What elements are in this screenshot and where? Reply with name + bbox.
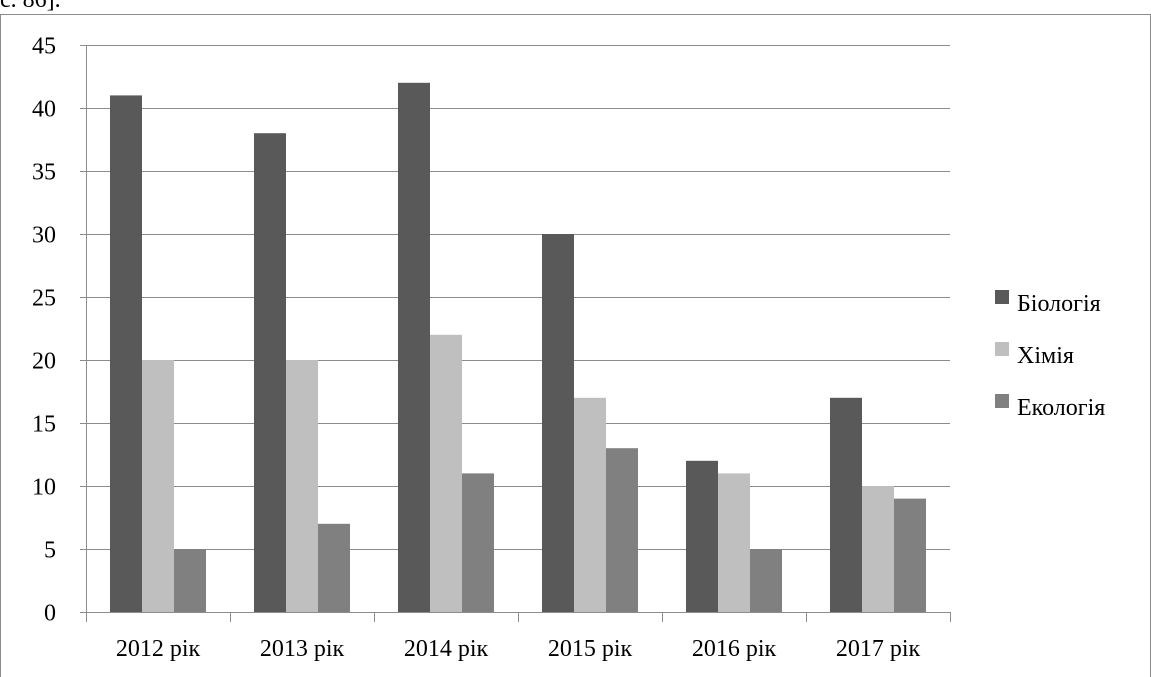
y-tick-label: 10 (32, 475, 56, 501)
bar-Екологія-2016 рік (750, 549, 782, 612)
y-tick-labels: 0 5 10 15 20 25 30 35 40 45 (32, 34, 56, 627)
gridlines (86, 45, 950, 550)
axes (80, 45, 951, 622)
bar-Екологія-2014 рік (462, 473, 494, 612)
legend-label: Екологія (1017, 395, 1105, 421)
y-tick-label: 15 (32, 412, 56, 438)
y-tick-label: 35 (32, 160, 56, 186)
bar-Екологія-2017 рік (894, 498, 926, 612)
x-tick-label: 2012 рік (116, 636, 201, 662)
x-tick-labels: 2012 рік 2013 рік 2014 рік 2015 рік 2016 рік… (116, 636, 921, 662)
bar-Біологія-2015 рік (542, 234, 574, 612)
y-tick-label: 25 (32, 286, 56, 312)
x-tick-label: 2017 рік (836, 636, 921, 662)
bar-Біологія-2013 рік (254, 133, 286, 612)
bar-Хімія-2015 рік (574, 397, 606, 612)
x-tick-label: 2013 рік (260, 636, 345, 662)
legend: Біологія Хімія Екологія (995, 290, 1105, 421)
x-tick-label: 2015 рік (548, 636, 633, 662)
legend-swatch (995, 394, 1009, 408)
bar-Хімія-2017 рік (862, 486, 894, 612)
y-tick-label: 0 (44, 601, 56, 627)
bar-Хімія-2014 рік (430, 334, 462, 612)
bar-Хімія-2013 рік (286, 360, 318, 612)
legend-label: Біологія (1017, 291, 1101, 317)
page-top-text: с. 86]. (0, 0, 61, 13)
legend-swatch (995, 290, 1009, 304)
chart-frame-left-border (0, 14, 1, 677)
bar-Біологія-2017 рік (830, 397, 862, 612)
y-tick-label: 5 (44, 538, 56, 564)
x-tick-label: 2016 рік (692, 636, 777, 662)
bar-Екологія-2013 рік (318, 523, 350, 612)
bar-Екологія-2015 рік (606, 448, 638, 612)
y-tick-label: 40 (32, 97, 56, 123)
x-tick-label: 2014 рік (404, 636, 489, 662)
bar-Біологія-2014 рік (398, 82, 430, 613)
legend-swatch (995, 342, 1009, 356)
bar-Екологія-2012 рік (174, 549, 206, 612)
y-tick-label: 45 (32, 34, 56, 60)
bars (110, 82, 926, 613)
y-tick-label: 30 (32, 223, 56, 249)
bar-Біологія-2016 рік (686, 460, 718, 612)
bar-Хімія-2012 рік (142, 360, 174, 612)
y-tick-label: 20 (32, 349, 56, 375)
legend-label: Хімія (1017, 343, 1074, 369)
bar-Біологія-2012 рік (110, 95, 142, 612)
bar-Хімія-2016 рік (718, 473, 750, 612)
